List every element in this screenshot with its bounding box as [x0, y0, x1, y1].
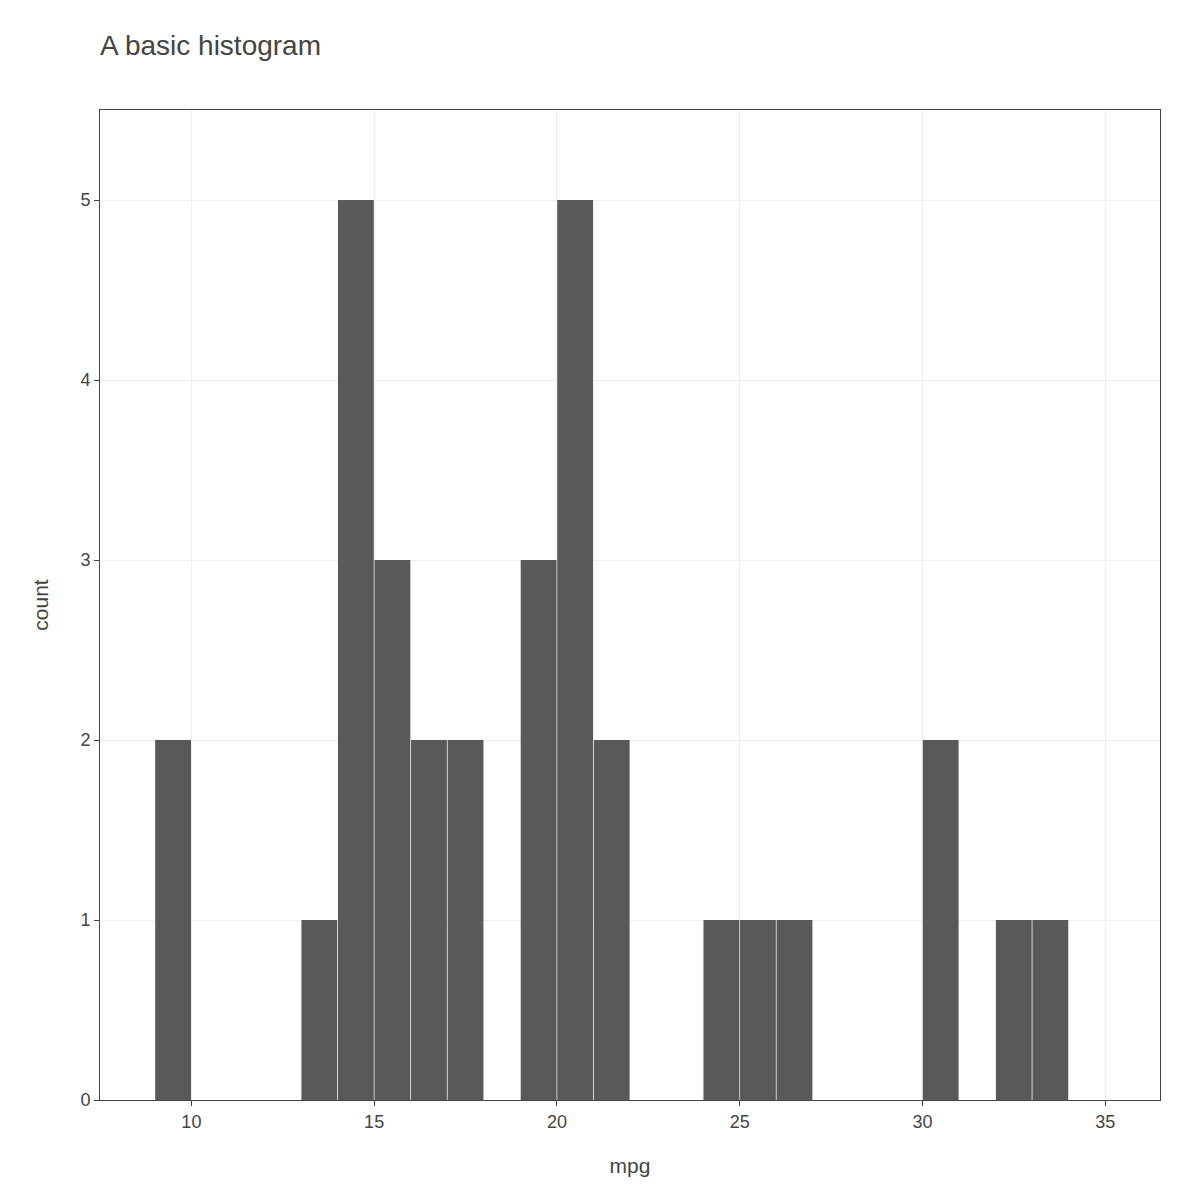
- svg-text:A basic histogram: A basic histogram: [100, 30, 321, 61]
- svg-text:2: 2: [80, 730, 90, 750]
- svg-text:mpg: mpg: [610, 1154, 651, 1177]
- svg-text:35: 35: [1095, 1112, 1115, 1132]
- svg-text:10: 10: [181, 1112, 201, 1132]
- svg-text:count: count: [29, 579, 52, 631]
- svg-text:30: 30: [912, 1112, 932, 1132]
- svg-text:3: 3: [80, 550, 90, 570]
- svg-text:1: 1: [80, 910, 90, 930]
- svg-text:5: 5: [80, 190, 90, 210]
- svg-text:25: 25: [730, 1112, 750, 1132]
- svg-text:4: 4: [80, 370, 90, 390]
- svg-text:20: 20: [547, 1112, 567, 1132]
- svg-text:0: 0: [80, 1090, 90, 1110]
- svg-text:15: 15: [364, 1112, 384, 1132]
